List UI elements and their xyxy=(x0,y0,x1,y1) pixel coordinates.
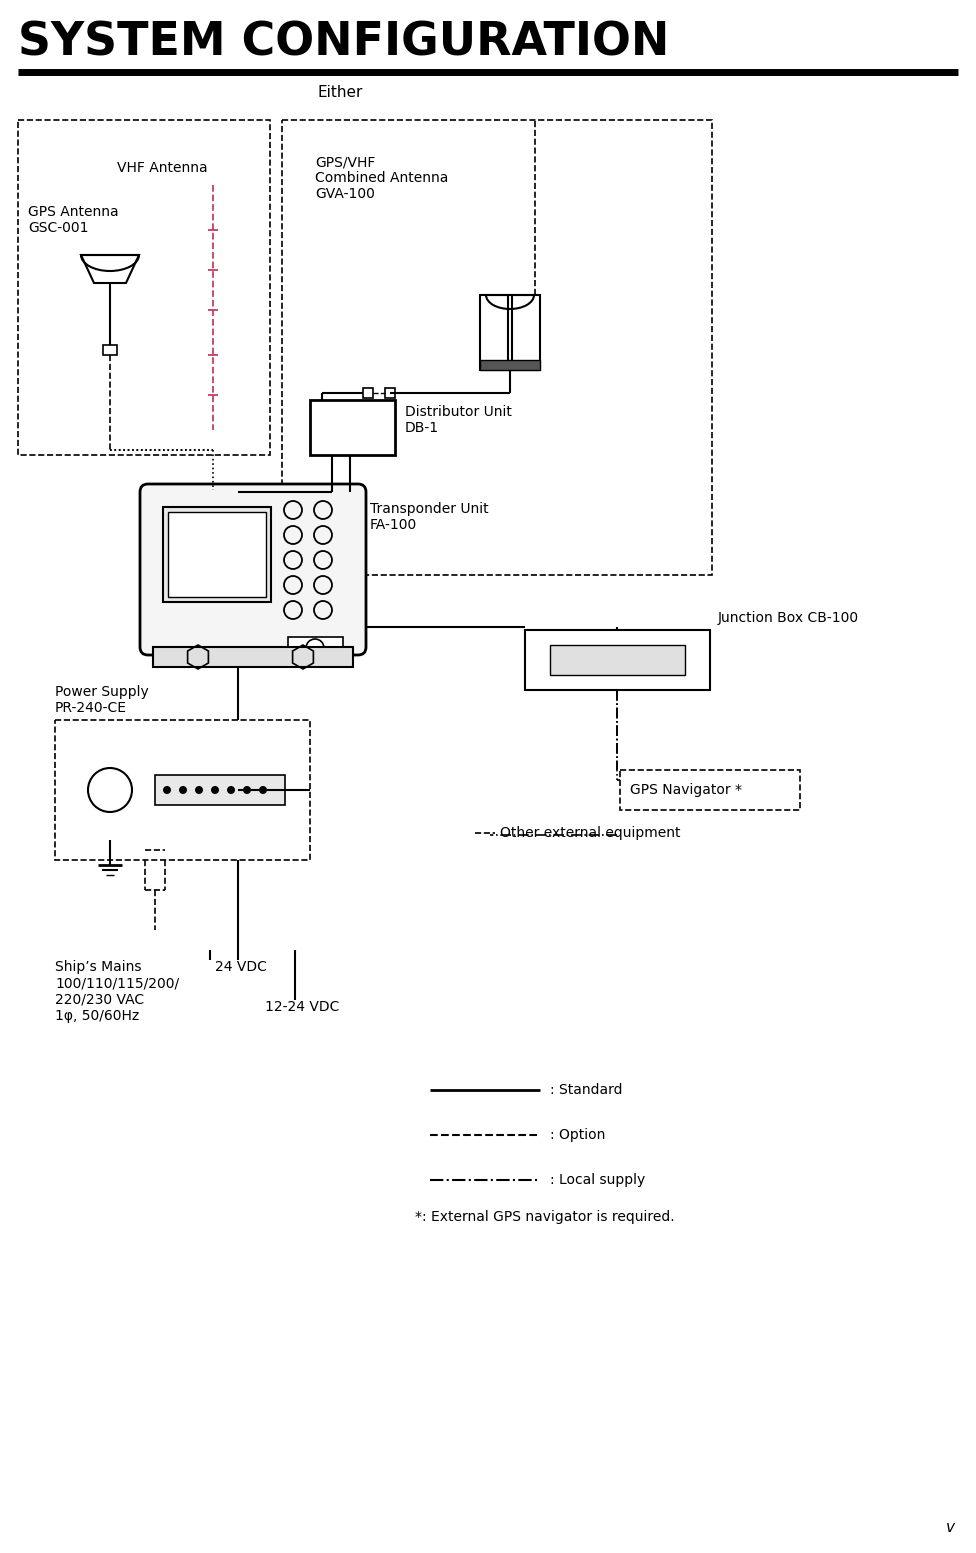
Text: Power Supply
PR-240-CE: Power Supply PR-240-CE xyxy=(55,685,148,716)
Bar xyxy=(55,721,310,860)
Circle shape xyxy=(243,786,251,794)
Text: VHF Antenna: VHF Antenna xyxy=(117,162,208,175)
Bar xyxy=(310,401,395,455)
Text: Either: Either xyxy=(317,85,363,99)
Text: Ship’s Mains
100/110/115/200/
220/230 VAC
1φ, 50/60Hz: Ship’s Mains 100/110/115/200/ 220/230 VA… xyxy=(55,960,180,1022)
Bar xyxy=(480,360,540,370)
Bar xyxy=(550,644,685,676)
Bar xyxy=(153,648,353,666)
Circle shape xyxy=(259,786,267,794)
Text: Other external equipment: Other external equipment xyxy=(500,826,680,840)
Text: Distributor Unit
DB-1: Distributor Unit DB-1 xyxy=(405,405,511,435)
Bar xyxy=(288,637,343,658)
Bar xyxy=(525,631,710,690)
Circle shape xyxy=(195,786,203,794)
Bar xyxy=(18,120,270,455)
Text: Junction Box CB-100: Junction Box CB-100 xyxy=(718,610,859,624)
Text: GPS Navigator *: GPS Navigator * xyxy=(630,783,742,797)
Bar xyxy=(512,295,540,370)
Text: : Local supply: : Local supply xyxy=(550,1173,645,1186)
Bar xyxy=(363,388,373,398)
Circle shape xyxy=(211,786,219,794)
Text: : Standard: : Standard xyxy=(550,1082,623,1096)
FancyBboxPatch shape xyxy=(140,485,366,655)
Text: *: External GPS navigator is required.: *: External GPS navigator is required. xyxy=(415,1210,674,1224)
Text: GPS/VHF
Combined Antenna
GVA-100: GPS/VHF Combined Antenna GVA-100 xyxy=(315,155,448,202)
Text: Transponder Unit
FA-100: Transponder Unit FA-100 xyxy=(370,502,489,533)
Bar xyxy=(163,506,271,603)
Text: 12-24 VDC: 12-24 VDC xyxy=(265,1000,340,1014)
Text: SYSTEM CONFIGURATION: SYSTEM CONFIGURATION xyxy=(18,20,670,65)
Bar xyxy=(282,120,712,575)
Text: : Option: : Option xyxy=(550,1127,605,1141)
Text: v: v xyxy=(946,1520,955,1534)
Bar xyxy=(620,770,800,811)
Bar xyxy=(155,775,285,804)
Circle shape xyxy=(163,786,171,794)
Bar xyxy=(103,345,117,356)
Bar xyxy=(385,388,395,398)
Bar xyxy=(168,512,266,596)
Bar xyxy=(480,295,508,370)
Text: 24 VDC: 24 VDC xyxy=(215,960,266,974)
Text: GPS Antenna
GSC-001: GPS Antenna GSC-001 xyxy=(28,205,119,235)
Circle shape xyxy=(179,786,187,794)
Circle shape xyxy=(227,786,235,794)
